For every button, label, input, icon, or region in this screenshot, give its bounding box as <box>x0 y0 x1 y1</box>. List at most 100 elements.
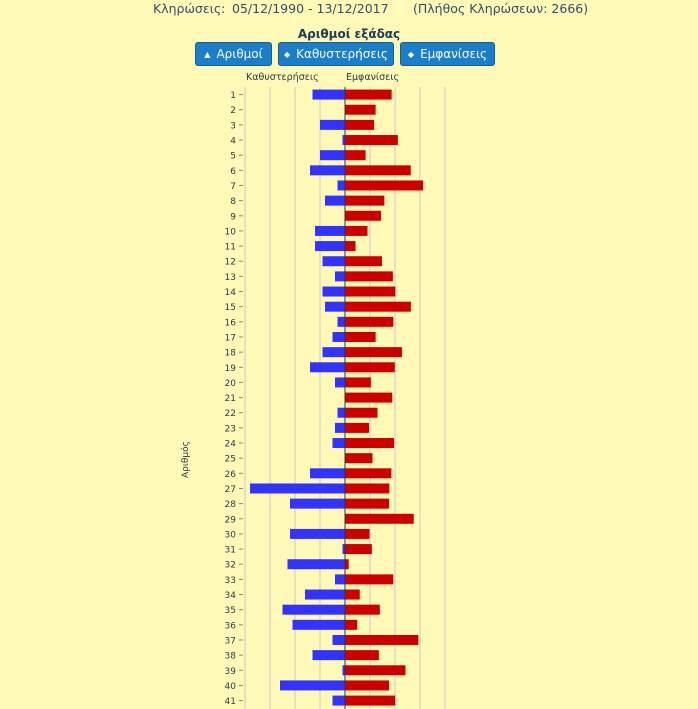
appearances-bar <box>345 634 419 645</box>
appearances-bar <box>345 407 378 418</box>
appearances-bar <box>345 483 390 494</box>
delays-bar <box>342 135 345 146</box>
category-label: 4 <box>230 137 236 147</box>
delays-bar <box>332 331 345 342</box>
category-label: 34 <box>225 591 237 601</box>
appearances-bar <box>345 271 393 282</box>
category-label: 7 <box>230 182 236 192</box>
category-label: 36 <box>225 621 237 631</box>
sort-numbers-button[interactable]: ▲ Αριθμοί <box>195 42 272 66</box>
appearances-bar <box>345 513 414 524</box>
category-label: 32 <box>225 561 236 571</box>
appearances-bar <box>345 422 369 433</box>
appearances-bar <box>345 544 372 555</box>
delays-bar <box>315 225 345 236</box>
category-label: 13 <box>225 273 236 283</box>
delays-bar <box>290 498 345 509</box>
category-label: 19 <box>225 364 237 374</box>
delays-bar <box>335 422 345 433</box>
appearances-bar <box>345 559 349 570</box>
category-label: 8 <box>230 197 236 207</box>
appearances-bar <box>345 150 366 161</box>
delays-bar <box>310 468 345 479</box>
category-label: 23 <box>225 424 236 434</box>
appearances-bar <box>345 256 382 267</box>
category-label: 11 <box>225 243 236 253</box>
appearances-bar <box>345 347 402 358</box>
category-label: 9 <box>230 212 236 222</box>
sort-appearances-button[interactable]: ◆ Εμφανίσεις <box>400 42 495 66</box>
category-label: 33 <box>225 576 236 586</box>
sort-updown-icon: ◆ <box>407 49 415 59</box>
sort-appearances-label: Εμφανίσεις <box>420 47 488 61</box>
delays-bar <box>337 180 345 191</box>
appearances-bar <box>345 438 395 449</box>
appearances-bar <box>345 589 360 600</box>
appearances-bar <box>345 241 356 252</box>
appearances-series-label: Εμφανίσεις <box>346 72 400 83</box>
category-label: 2 <box>230 106 236 116</box>
appearances-bar <box>345 604 380 615</box>
appearances-bar <box>345 695 396 706</box>
appearances-bar <box>345 468 392 479</box>
delays-bar <box>342 544 345 555</box>
chart-title: Αριθμοί εξάδας <box>297 27 401 41</box>
appearances-bar <box>345 210 381 221</box>
category-label: 20 <box>225 379 237 389</box>
category-label: 27 <box>225 485 236 495</box>
category-label: 16 <box>225 318 237 328</box>
appearances-bar <box>345 574 394 585</box>
delays-bar <box>335 377 345 388</box>
appearances-bar <box>345 680 390 691</box>
sort-up-icon: ▲ <box>204 49 211 59</box>
category-label: 31 <box>225 546 236 556</box>
sort-updown-icon: ◆ <box>284 49 291 59</box>
sort-delays-label: Καθυστερήσεις <box>296 47 388 61</box>
category-label: 3 <box>230 121 236 131</box>
appearances-bar <box>345 392 393 403</box>
category-label: 18 <box>225 349 237 359</box>
category-label: 25 <box>225 455 236 465</box>
draws-label: Κληρώσεις: <box>153 1 226 16</box>
delays-bar <box>337 407 345 418</box>
delays-bar <box>282 604 345 615</box>
delays-bar <box>325 195 345 206</box>
category-label: 12 <box>225 258 236 268</box>
appearances-bar <box>345 650 379 661</box>
delays-bar <box>337 316 345 327</box>
delays-bar <box>280 680 345 691</box>
appearances-bar <box>345 135 398 146</box>
category-label: 6 <box>230 167 236 177</box>
delays-series-label: Καθυστερήσεις <box>246 72 319 83</box>
delays-bar <box>320 150 345 161</box>
delays-bar <box>287 559 345 570</box>
appearances-bar <box>345 301 411 312</box>
category-label: 40 <box>225 682 237 692</box>
appearances-bar <box>345 195 385 206</box>
delays-bar <box>250 483 345 494</box>
delays-bar <box>332 634 345 645</box>
delays-bar <box>310 165 345 176</box>
delays-bar <box>335 271 345 282</box>
appearances-bar <box>345 286 396 297</box>
appearances-bar <box>345 528 370 539</box>
delays-bar <box>310 362 345 373</box>
appearances-bar <box>345 362 395 373</box>
appearances-bar <box>345 619 358 630</box>
category-label: 38 <box>225 652 237 662</box>
appearances-bar <box>345 665 406 676</box>
category-label: 37 <box>225 636 236 646</box>
category-label: 39 <box>225 667 237 677</box>
category-label: 24 <box>225 440 237 450</box>
delays-bar <box>320 119 345 130</box>
delays-bar <box>332 695 345 706</box>
appearances-bar <box>345 498 390 509</box>
draw-count: (Πλήθος Κληρώσεων: 2666) <box>413 1 589 16</box>
appearances-bar <box>345 225 368 236</box>
delays-bar <box>292 619 345 630</box>
appearances-bar <box>345 377 371 388</box>
category-label: 26 <box>225 470 237 480</box>
delays-bar <box>315 241 345 252</box>
sort-delays-button[interactable]: ◆ Καθυστερήσεις <box>278 42 394 66</box>
